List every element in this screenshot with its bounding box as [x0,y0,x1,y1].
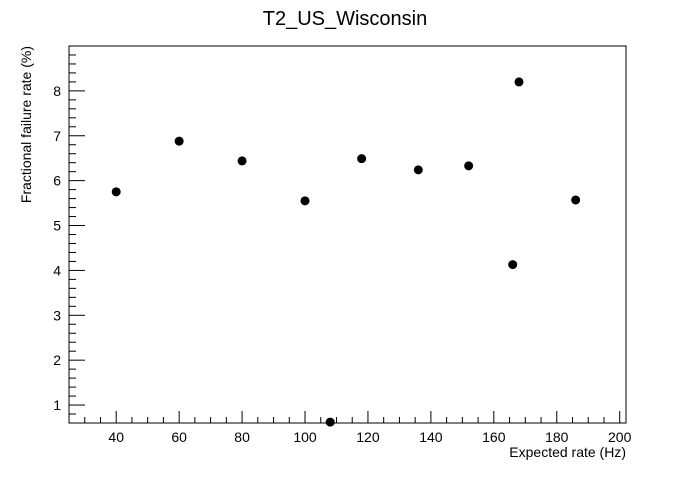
plot-frame [68,45,627,424]
x-tick-label: 200 [608,429,632,445]
axes: 40 60 80 100 120 140 160 180 200 1 2 3 4 5 6 7 8 [53,45,632,445]
y-tick-label: 8 [53,83,61,99]
x-tick-label: 140 [419,429,443,445]
x-tick-label: 40 [108,429,124,445]
y-tick-label: 6 [53,173,61,189]
y-tick-label: 5 [53,218,61,234]
y-tick-label: 4 [53,262,61,278]
data-point [464,161,474,171]
y-tick-label: 3 [53,307,61,323]
y-tick-label: 1 [53,397,61,413]
data-point [237,156,247,166]
data-point [357,154,367,164]
x-tick-label: 120 [356,429,380,445]
y-axis-label: Fractional failure rate (%) [18,46,34,203]
data-point [508,260,518,270]
chart-title: T2_US_Wisconsin [263,8,428,30]
data-points [111,77,581,427]
y-tick-label: 2 [53,352,61,368]
x-tick-label: 80 [234,429,250,445]
x-tick-label: 160 [482,429,506,445]
data-point [300,196,310,206]
data-point [571,195,581,205]
y-tick-label: 7 [53,128,61,144]
x-tick-label: 100 [293,429,317,445]
data-point [174,136,184,146]
x-tick-label: 60 [171,429,187,445]
data-point [111,187,121,197]
x-axis-label: Expected rate (Hz) [509,444,626,460]
data-point [325,417,335,427]
data-point [413,165,423,175]
x-tick-label: 180 [545,429,569,445]
data-point [514,77,524,87]
